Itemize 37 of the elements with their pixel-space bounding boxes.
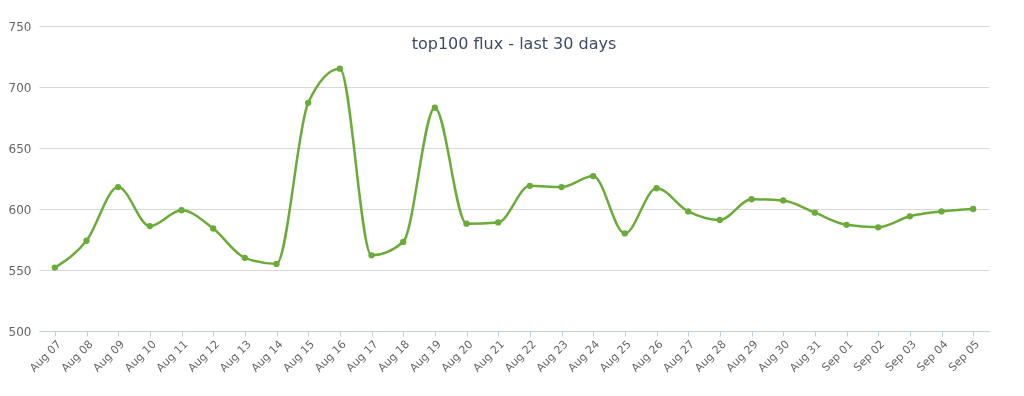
point bbox=[368, 252, 375, 259]
point bbox=[558, 183, 565, 191]
point bbox=[590, 172, 597, 180]
point bbox=[336, 65, 343, 72]
point bbox=[400, 238, 407, 246]
point bbox=[780, 197, 787, 204]
y-tick-label: 700 bbox=[8, 80, 32, 95]
point bbox=[526, 182, 533, 189]
y-tick-label: 750 bbox=[8, 19, 32, 34]
y-tick-label: 500 bbox=[8, 324, 32, 339]
point bbox=[305, 99, 312, 107]
point bbox=[273, 260, 280, 268]
y-tick-label: 650 bbox=[8, 141, 32, 156]
y-tick-label: 550 bbox=[8, 263, 32, 278]
point bbox=[431, 104, 438, 111]
point bbox=[210, 225, 217, 232]
point bbox=[51, 264, 58, 271]
point bbox=[463, 220, 470, 227]
point bbox=[146, 222, 153, 230]
point bbox=[495, 219, 502, 226]
point bbox=[653, 185, 660, 192]
point bbox=[748, 196, 755, 203]
point bbox=[906, 213, 913, 220]
point bbox=[843, 221, 850, 229]
point bbox=[716, 216, 723, 224]
point bbox=[685, 208, 692, 215]
point bbox=[811, 209, 818, 216]
point bbox=[875, 224, 882, 231]
point bbox=[115, 183, 122, 191]
y-tick-label: 600 bbox=[8, 202, 32, 217]
point bbox=[938, 208, 945, 215]
point bbox=[83, 237, 90, 244]
point bbox=[241, 254, 248, 261]
text: top100 flux - last 30 days bbox=[411, 34, 617, 53]
point bbox=[621, 230, 628, 237]
point bbox=[970, 205, 977, 213]
point bbox=[178, 207, 185, 214]
